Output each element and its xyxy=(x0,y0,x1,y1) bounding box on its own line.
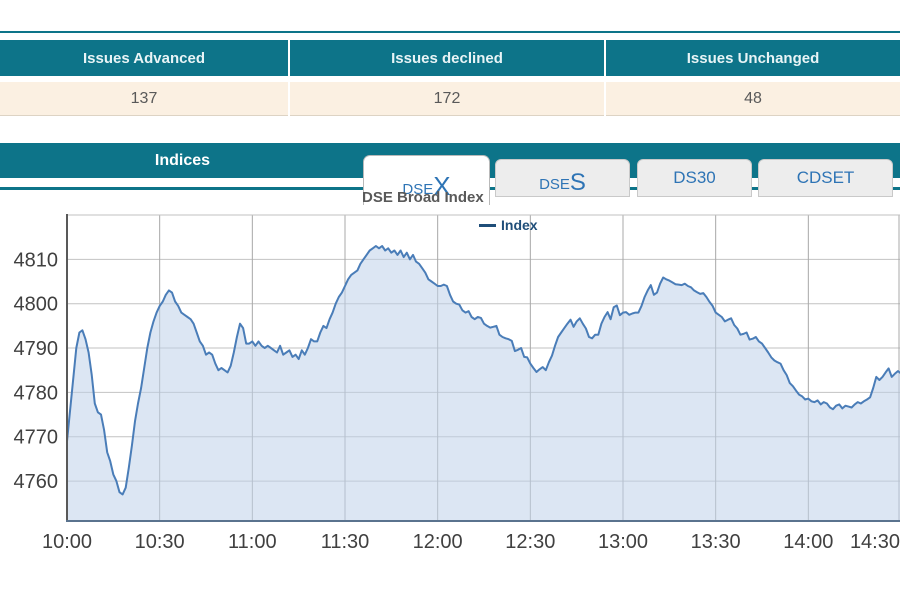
header-issues-advanced: Issues Advanced xyxy=(0,40,288,76)
svg-text:4800: 4800 xyxy=(14,294,59,316)
tab-dsex[interactable]: DSE X xyxy=(363,155,490,205)
svg-text:14:30: 14:30 xyxy=(850,531,900,553)
svg-text:4780: 4780 xyxy=(14,382,59,404)
chart-subtitle: DSE Broad Index xyxy=(362,189,484,206)
svg-text:13:00: 13:00 xyxy=(598,531,648,553)
svg-text:4790: 4790 xyxy=(14,338,59,360)
svg-text:4770: 4770 xyxy=(14,427,59,449)
indices-title: Indices xyxy=(154,151,211,169)
svg-text:11:00: 11:00 xyxy=(228,531,277,553)
tab-dses[interactable]: DSE S xyxy=(495,159,630,197)
svg-text:10:00: 10:00 xyxy=(42,531,92,553)
tab-ds30[interactable]: DS30 xyxy=(637,159,752,197)
tab-dses-label: DSE xyxy=(539,176,570,193)
summary-table-value-row: 137 172 48 xyxy=(0,82,900,116)
header-issues-unchanged: Issues Unchanged xyxy=(606,40,900,76)
summary-table-header-row: Issues Advanced Issues declined Issues U… xyxy=(0,40,900,76)
value-issues-unchanged: 48 xyxy=(606,82,900,116)
value-issues-declined: 172 xyxy=(290,82,604,116)
svg-text:12:30: 12:30 xyxy=(505,531,555,553)
svg-text:12:00: 12:00 xyxy=(413,531,463,553)
svg-text:4810: 4810 xyxy=(14,249,59,271)
chart-legend: Index xyxy=(479,217,538,233)
legend-label: Index xyxy=(501,217,538,233)
svg-text:4760: 4760 xyxy=(14,471,59,493)
legend-line-swatch xyxy=(479,223,496,227)
tab-dsex-label-big: X xyxy=(433,171,451,202)
tab-dsex-label: DSE xyxy=(402,181,434,198)
header-issues-declined: Issues declined xyxy=(290,40,604,76)
value-issues-advanced: 137 xyxy=(0,82,288,116)
tab-dses-label-big: S xyxy=(569,168,586,196)
table-top-border xyxy=(0,31,900,33)
svg-text:11:30: 11:30 xyxy=(321,531,370,553)
tab-ds30-label: DS30 xyxy=(673,168,716,187)
tab-cdset-label: CDSET xyxy=(796,168,855,187)
svg-text:13:30: 13:30 xyxy=(691,531,741,553)
svg-text:14:00: 14:00 xyxy=(783,531,833,553)
svg-text:10:30: 10:30 xyxy=(135,531,185,553)
tab-cdset[interactable]: CDSET xyxy=(758,159,893,197)
